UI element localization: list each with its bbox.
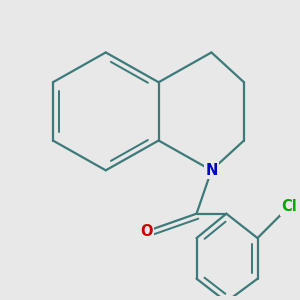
Text: Cl: Cl [281, 200, 296, 214]
Text: N: N [205, 163, 218, 178]
Text: O: O [140, 224, 153, 239]
